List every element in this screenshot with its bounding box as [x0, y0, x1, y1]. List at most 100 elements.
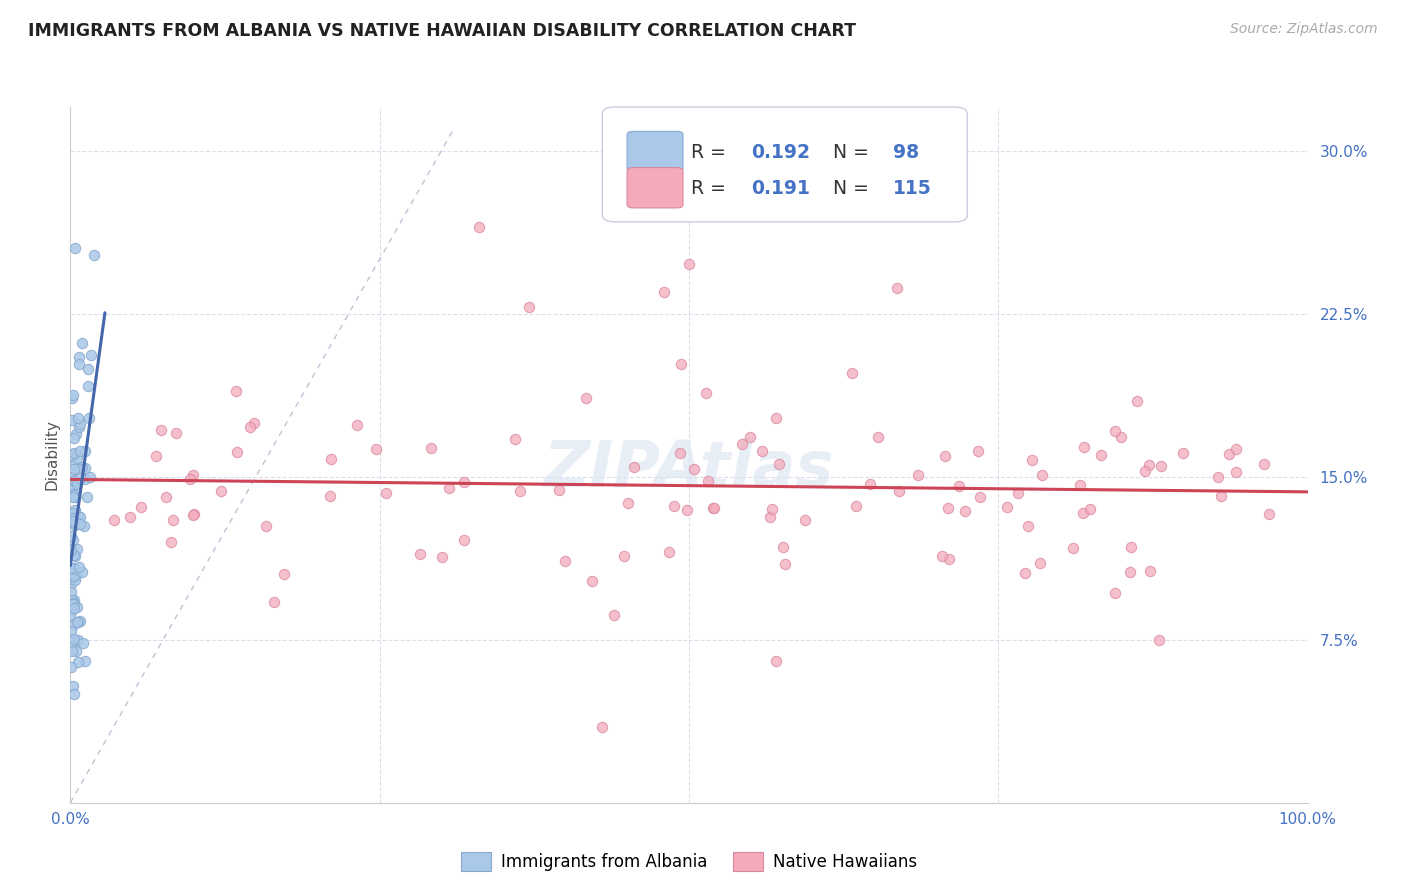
Point: [79, 470, 101, 484]
Point: [1007, 485, 1029, 500]
Point: [1014, 566, 1036, 580]
Point: [62, 388, 84, 402]
Point: [62, 506, 84, 520]
Point: [683, 461, 706, 475]
Point: [346, 417, 368, 432]
Point: [72, 636, 94, 650]
Text: IMMIGRANTS FROM ALBANIA VS NATIVE HAWAIIAN DISABILITY CORRELATION CHART: IMMIGRANTS FROM ALBANIA VS NATIVE HAWAII…: [28, 22, 856, 40]
Point: [772, 540, 794, 554]
Point: [554, 554, 576, 568]
Point: [1208, 470, 1230, 484]
Point: [658, 544, 681, 558]
Point: [66, 477, 89, 491]
Point: [66, 632, 89, 647]
Point: [773, 557, 796, 571]
Point: [60, 481, 83, 495]
Point: [1225, 442, 1247, 456]
Point: [80, 348, 103, 362]
Point: [845, 499, 868, 513]
Point: [273, 566, 295, 581]
Point: [62, 446, 84, 460]
Point: [591, 720, 613, 734]
Point: [768, 457, 790, 471]
Text: 0.191: 0.191: [751, 179, 810, 198]
Point: [678, 257, 700, 271]
Point: [967, 444, 990, 458]
Point: [65, 241, 87, 255]
Point: [67, 509, 90, 524]
Point: [65, 615, 87, 629]
Point: [503, 432, 526, 446]
Point: [696, 474, 718, 488]
Text: 98: 98: [893, 143, 920, 161]
Point: [75, 655, 97, 669]
Point: [1119, 540, 1142, 554]
Point: [60, 542, 83, 557]
Point: [432, 549, 454, 564]
Point: [669, 446, 692, 460]
Point: [1104, 586, 1126, 600]
Point: [59, 577, 82, 591]
Point: [364, 442, 387, 456]
Point: [67, 357, 90, 371]
Point: [63, 490, 86, 504]
Point: [695, 386, 717, 401]
Point: [239, 420, 262, 434]
Point: [63, 503, 86, 517]
Point: [67, 420, 90, 434]
Point: [702, 501, 724, 516]
Point: [243, 416, 266, 430]
Text: 115: 115: [893, 179, 932, 198]
Point: [67, 560, 90, 574]
Point: [1126, 393, 1149, 408]
Point: [675, 503, 697, 517]
Point: [60, 603, 83, 617]
Text: 0.192: 0.192: [751, 143, 810, 161]
Point: [59, 560, 82, 574]
Point: [664, 499, 686, 513]
Point: [60, 392, 83, 406]
Point: [179, 471, 201, 485]
Point: [467, 219, 489, 234]
Point: [63, 458, 86, 472]
Point: [1147, 632, 1170, 647]
FancyBboxPatch shape: [627, 131, 683, 172]
Point: [73, 519, 96, 533]
Point: [703, 500, 725, 515]
Point: [263, 595, 285, 609]
Point: [62, 486, 84, 500]
Point: [62, 514, 84, 528]
Point: [60, 644, 83, 658]
Point: [145, 449, 167, 463]
Point: [225, 384, 247, 398]
Point: [63, 516, 86, 530]
Text: ZIPAtlas: ZIPAtlas: [544, 438, 834, 500]
Point: [652, 285, 675, 299]
Point: [409, 548, 432, 562]
Point: [1118, 565, 1140, 579]
Point: [76, 362, 98, 376]
Point: [375, 486, 398, 500]
Point: [63, 592, 86, 607]
Point: [69, 417, 91, 431]
Point: [765, 655, 787, 669]
Point: [183, 508, 205, 522]
Point: [162, 513, 184, 527]
Point: [181, 468, 204, 483]
Point: [859, 476, 882, 491]
Point: [149, 423, 172, 437]
Point: [254, 518, 277, 533]
Point: [1080, 502, 1102, 516]
Point: [453, 533, 475, 547]
Point: [63, 447, 86, 461]
Point: [1173, 446, 1195, 460]
Point: [63, 473, 86, 487]
Point: [453, 475, 475, 489]
Point: [60, 561, 83, 575]
Point: [841, 366, 863, 380]
Text: R =: R =: [692, 143, 733, 161]
Point: [69, 517, 91, 532]
Point: [59, 585, 82, 599]
Point: [77, 379, 100, 393]
Point: [1225, 465, 1247, 479]
